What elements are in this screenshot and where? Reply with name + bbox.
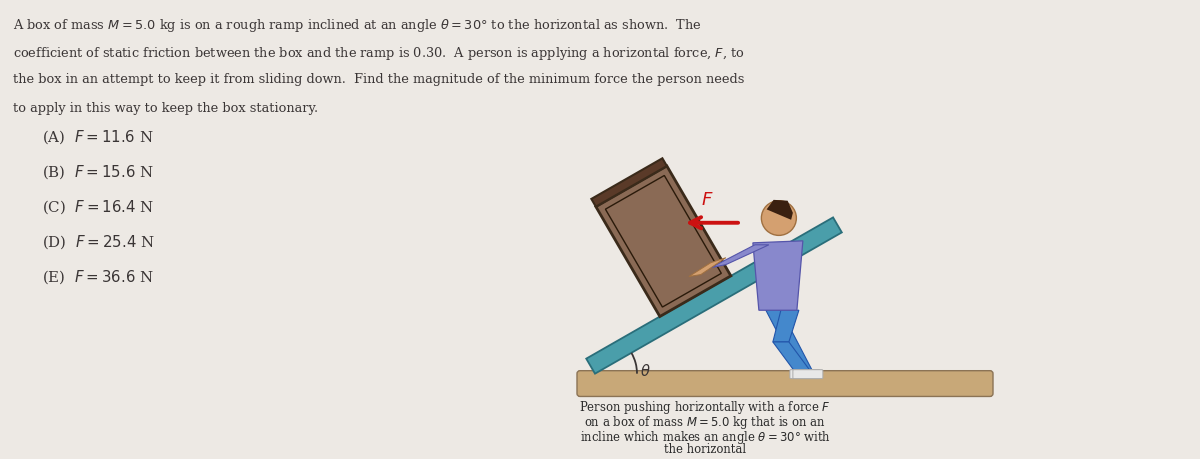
Text: (E)  $F = 36.6$ N: (E) $F = 36.6$ N: [42, 269, 154, 286]
FancyBboxPatch shape: [790, 369, 820, 379]
Text: A box of mass $M = 5.0$ kg is on a rough ramp inclined at an angle $\theta = 30°: A box of mass $M = 5.0$ kg is on a rough…: [13, 17, 702, 34]
FancyBboxPatch shape: [793, 369, 823, 379]
Text: (C)  $F = 16.4$ N: (C) $F = 16.4$ N: [42, 198, 155, 216]
Text: $F$: $F$: [701, 191, 713, 209]
Text: on a box of mass $M = 5.0$ kg that is on an: on a box of mass $M = 5.0$ kg that is on…: [584, 414, 826, 431]
Text: the box in an attempt to keep it from sliding down.  Find the magnitude of the m: the box in an attempt to keep it from sl…: [13, 73, 744, 86]
Polygon shape: [596, 166, 731, 317]
Polygon shape: [587, 218, 842, 374]
Polygon shape: [766, 310, 812, 372]
Text: (D)  $F = 25.4$ N: (D) $F = 25.4$ N: [42, 234, 155, 251]
Text: incline which makes an angle $\theta = 30°$ with: incline which makes an angle $\theta = 3…: [580, 429, 830, 446]
Text: coefficient of static friction between the box and the ramp is 0.30.  A person i: coefficient of static friction between t…: [13, 45, 745, 62]
Polygon shape: [752, 241, 803, 310]
Polygon shape: [710, 245, 769, 268]
Text: (B)  $F = 15.6$ N: (B) $F = 15.6$ N: [42, 163, 154, 181]
Text: $\theta$: $\theta$: [640, 363, 650, 379]
Text: the horizontal: the horizontal: [664, 443, 746, 456]
Polygon shape: [592, 158, 667, 207]
Text: to apply in this way to keep the box stationary.: to apply in this way to keep the box sta…: [13, 101, 318, 115]
Polygon shape: [767, 200, 793, 220]
Text: Person pushing horizontally with a force $F$: Person pushing horizontally with a force…: [580, 399, 830, 416]
FancyBboxPatch shape: [577, 371, 994, 397]
Polygon shape: [773, 342, 811, 372]
Polygon shape: [773, 310, 799, 342]
Polygon shape: [689, 257, 726, 276]
Circle shape: [761, 201, 797, 235]
Text: (A)  $F = 11.6$ N: (A) $F = 11.6$ N: [42, 128, 154, 146]
